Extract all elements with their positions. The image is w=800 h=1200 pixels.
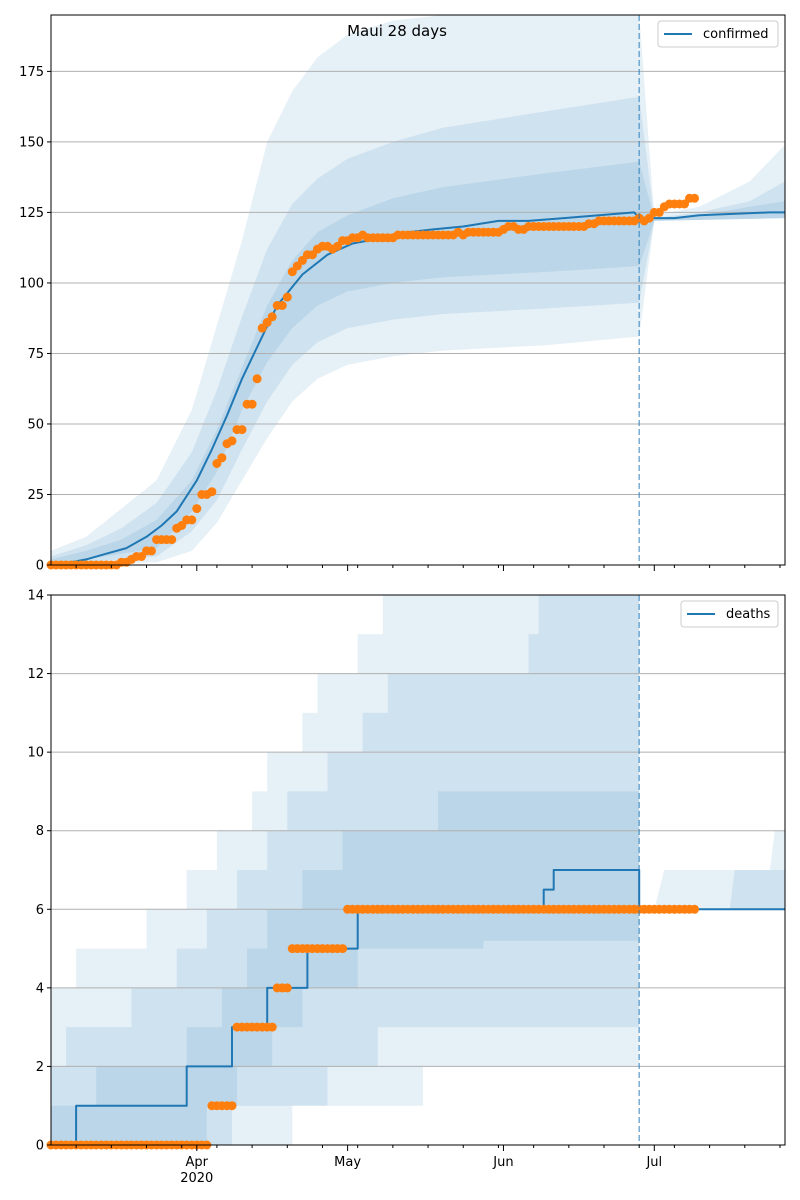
observed-point	[267, 312, 277, 322]
observed-point	[282, 983, 292, 993]
confirmed-legend-label: confirmed	[703, 27, 769, 42]
deaths-y-axis: 0 2 4 6 8 10 12 14	[27, 589, 51, 1154]
deaths-legend: deaths	[680, 600, 779, 628]
y-tick-label: 25	[27, 488, 44, 503]
chart-title: Maui 28 days	[347, 22, 447, 40]
deaths-model-line	[51, 869, 785, 1146]
confirmed-legend-box	[657, 20, 779, 48]
confirmed-panel: 0 25 50 75 100 125 150 175 Maui 28 days confirm…	[19, 14, 786, 574]
y-tick-label: 6	[36, 903, 44, 918]
observed-point	[690, 193, 699, 203]
observed-point	[227, 436, 237, 446]
confirmed-y-axis: 0 25 50 75 100 125 150 175	[19, 65, 51, 574]
y-tick-label: 100	[19, 276, 44, 291]
x-tick-label: May	[334, 1155, 361, 1170]
observed-point	[338, 944, 348, 954]
confirmed-model-line	[50, 211, 785, 566]
observed-point	[282, 292, 292, 302]
confirmed-legend: confirmed	[657, 20, 779, 48]
model-line	[50, 211, 785, 566]
observed-point	[237, 425, 247, 435]
inner-band	[51, 161, 785, 565]
deaths-legend-box	[680, 600, 779, 628]
inner-band	[51, 791, 640, 1145]
middle-band	[51, 595, 640, 1145]
y-tick-label: 14	[27, 589, 44, 604]
y-tick-label: 150	[19, 135, 44, 150]
forecast-middle-band	[654, 870, 785, 910]
x-tick-year-label: 2020	[180, 1171, 213, 1186]
y-tick-label: 50	[27, 417, 44, 432]
deaths-x-ticks	[75, 1145, 781, 1151]
forecast-outer-band	[654, 830, 785, 910]
deaths-observed-points	[46, 904, 699, 1150]
deaths-legend-label: deaths	[726, 607, 771, 622]
y-tick-label: 125	[19, 206, 44, 221]
y-tick-label: 75	[27, 347, 44, 362]
observed-point	[277, 301, 287, 310]
observed-point	[690, 904, 699, 914]
observed-point	[192, 504, 202, 514]
confirmed-axes-frame	[50, 14, 786, 566]
observed-point	[167, 535, 177, 545]
observed-point	[207, 487, 217, 497]
model-line	[51, 869, 785, 1146]
deaths-panel: 0 2 4 6 8 10 12 14 deaths	[27, 589, 786, 1154]
observed-point	[267, 1022, 277, 1032]
middle-band	[51, 96, 785, 566]
observed-point	[227, 1101, 237, 1111]
confirmed-x-ticks	[75, 565, 781, 571]
x-tick-label: Apr	[186, 1155, 209, 1170]
y-tick-label: 12	[27, 667, 44, 682]
y-tick-label: 175	[19, 65, 44, 80]
y-tick-label: 8	[36, 824, 44, 839]
x-tick-label: Jun	[492, 1155, 513, 1170]
y-tick-label: 2	[36, 1060, 44, 1075]
y-tick-label: 0	[36, 1139, 44, 1154]
y-tick-label: 0	[36, 559, 44, 574]
observed-point	[147, 546, 156, 556]
outer-band	[51, 595, 640, 1145]
confirmed-observed-points	[46, 193, 699, 570]
y-tick-label: 10	[27, 746, 44, 761]
observed-point	[247, 399, 257, 409]
x-tick-label: Jul	[645, 1155, 662, 1170]
observed-point	[187, 515, 197, 525]
deaths-axes-frame	[50, 594, 786, 1146]
observed-point	[252, 374, 262, 384]
y-tick-label: 4	[36, 981, 44, 996]
observed-point	[217, 453, 227, 463]
deaths-bands	[51, 595, 785, 1145]
